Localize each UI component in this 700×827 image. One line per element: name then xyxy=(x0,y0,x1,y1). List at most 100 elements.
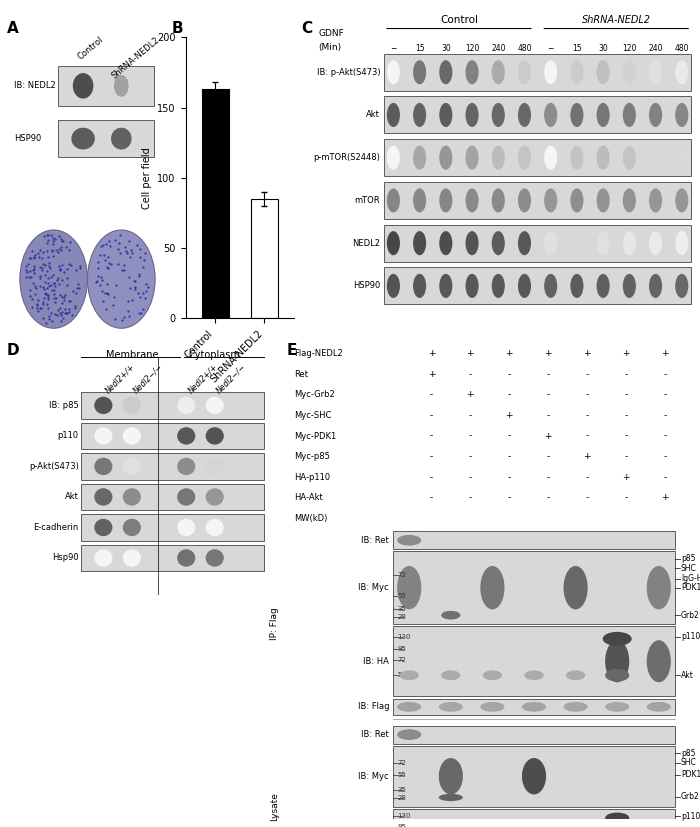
Text: IgG-HC: IgG-HC xyxy=(681,575,700,584)
Bar xyxy=(393,626,675,696)
Text: Nedl2+/+: Nedl2+/+ xyxy=(186,362,219,395)
Ellipse shape xyxy=(387,60,400,84)
Ellipse shape xyxy=(441,611,461,619)
Text: -: - xyxy=(663,370,666,379)
Ellipse shape xyxy=(623,274,636,298)
Ellipse shape xyxy=(466,274,479,298)
Ellipse shape xyxy=(177,549,195,566)
Ellipse shape xyxy=(177,397,195,414)
Text: HSP90: HSP90 xyxy=(14,134,41,143)
Text: PDK1: PDK1 xyxy=(681,583,700,592)
Text: -: - xyxy=(624,370,627,379)
Ellipse shape xyxy=(596,231,610,256)
Ellipse shape xyxy=(623,60,636,84)
Bar xyxy=(384,54,691,91)
Text: -: - xyxy=(585,473,589,481)
Ellipse shape xyxy=(596,103,610,127)
Ellipse shape xyxy=(570,189,584,213)
Text: 95: 95 xyxy=(397,646,406,652)
Text: 55: 55 xyxy=(397,672,406,678)
Bar xyxy=(384,225,691,261)
Ellipse shape xyxy=(544,189,557,213)
Ellipse shape xyxy=(206,488,224,505)
Ellipse shape xyxy=(439,794,463,801)
Text: +: + xyxy=(622,349,630,358)
Text: C: C xyxy=(301,21,312,36)
Ellipse shape xyxy=(206,397,224,414)
Text: IB: Myc: IB: Myc xyxy=(358,583,389,592)
Text: -: - xyxy=(430,493,433,502)
Text: -: - xyxy=(430,411,433,420)
Text: ShRNA-NEDL2: ShRNA-NEDL2 xyxy=(109,35,161,80)
Bar xyxy=(81,484,264,510)
Ellipse shape xyxy=(605,813,629,824)
Text: +: + xyxy=(622,473,630,481)
Ellipse shape xyxy=(397,702,421,712)
Ellipse shape xyxy=(570,231,584,256)
Text: -: - xyxy=(663,390,666,399)
Text: 28: 28 xyxy=(397,614,406,619)
Text: GDNF: GDNF xyxy=(318,29,344,37)
Ellipse shape xyxy=(400,671,419,680)
Ellipse shape xyxy=(491,103,505,127)
Ellipse shape xyxy=(522,702,546,712)
Ellipse shape xyxy=(676,231,688,256)
Ellipse shape xyxy=(439,758,463,795)
Text: −: − xyxy=(390,45,397,53)
Text: -: - xyxy=(585,493,589,502)
Text: +: + xyxy=(428,370,435,379)
Ellipse shape xyxy=(466,60,479,84)
Text: -: - xyxy=(624,452,627,461)
Ellipse shape xyxy=(623,146,636,170)
Ellipse shape xyxy=(491,274,505,298)
Ellipse shape xyxy=(71,127,95,150)
Ellipse shape xyxy=(605,702,629,712)
Ellipse shape xyxy=(387,231,400,256)
Text: -: - xyxy=(624,390,627,399)
Ellipse shape xyxy=(544,60,557,84)
Text: -: - xyxy=(469,473,472,481)
Text: SHC: SHC xyxy=(681,758,696,767)
Ellipse shape xyxy=(649,60,662,84)
Ellipse shape xyxy=(676,146,688,170)
Ellipse shape xyxy=(647,702,671,712)
Text: -: - xyxy=(547,452,550,461)
Text: -: - xyxy=(585,370,589,379)
Ellipse shape xyxy=(177,457,195,476)
Text: 72: 72 xyxy=(397,657,406,663)
Ellipse shape xyxy=(94,488,113,505)
Text: -: - xyxy=(663,473,666,481)
Text: 35: 35 xyxy=(397,606,406,613)
Bar xyxy=(81,545,264,571)
Text: +: + xyxy=(661,493,668,502)
Ellipse shape xyxy=(413,60,426,84)
Ellipse shape xyxy=(440,189,452,213)
Ellipse shape xyxy=(397,535,421,546)
Text: -: - xyxy=(430,452,433,461)
Ellipse shape xyxy=(649,189,662,213)
Text: Akt: Akt xyxy=(366,111,380,119)
Text: Myc-PDK1: Myc-PDK1 xyxy=(295,432,337,441)
Text: 30: 30 xyxy=(598,45,608,53)
Ellipse shape xyxy=(466,103,479,127)
Ellipse shape xyxy=(623,103,636,127)
Text: 55: 55 xyxy=(397,772,406,778)
Text: B: B xyxy=(172,21,183,36)
Ellipse shape xyxy=(566,671,585,680)
Text: -: - xyxy=(430,432,433,441)
Text: -: - xyxy=(508,370,511,379)
Text: D: D xyxy=(7,343,20,358)
Ellipse shape xyxy=(177,428,195,445)
Ellipse shape xyxy=(605,669,629,681)
Y-axis label: Cell per field: Cell per field xyxy=(141,147,152,208)
Ellipse shape xyxy=(518,274,531,298)
Text: IB: NEDL2: IB: NEDL2 xyxy=(14,81,56,90)
Ellipse shape xyxy=(397,566,421,609)
Text: +: + xyxy=(545,432,552,441)
Ellipse shape xyxy=(518,60,531,84)
Text: -: - xyxy=(547,493,550,502)
Ellipse shape xyxy=(544,146,557,170)
Text: Myc-Grb2: Myc-Grb2 xyxy=(295,390,335,399)
Bar xyxy=(58,121,153,157)
Ellipse shape xyxy=(649,274,662,298)
